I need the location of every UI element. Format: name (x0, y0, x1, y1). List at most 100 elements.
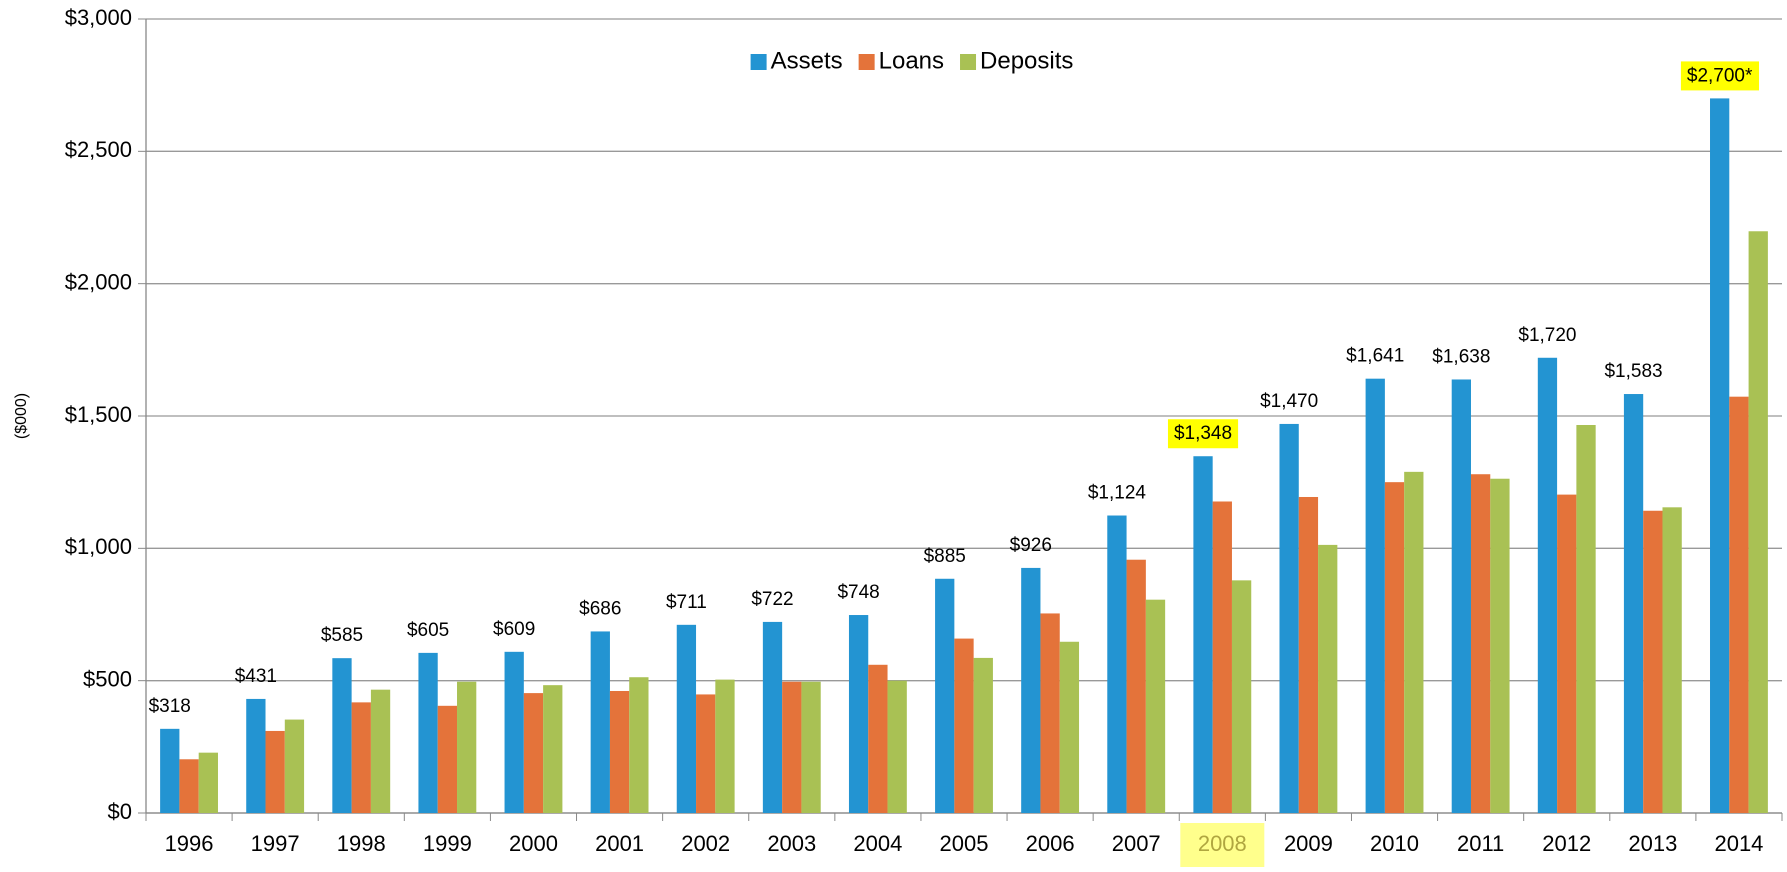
bar (1662, 507, 1682, 813)
bar (1126, 559, 1146, 813)
value-label: $926 (1010, 535, 1052, 556)
x-tick-label: 1997 (251, 831, 300, 856)
y-tick-label: $1,500 (65, 402, 132, 427)
y-tick-label: $2,000 (65, 269, 132, 294)
bar (160, 728, 180, 813)
bar (1643, 510, 1663, 813)
x-tick-label: 1996 (165, 831, 214, 856)
x-tick-label: 2010 (1370, 831, 1419, 856)
bar (609, 690, 630, 813)
bar (935, 578, 955, 813)
x-tick-label: 2007 (1112, 831, 1161, 856)
value-label-highlight (1680, 61, 1760, 91)
bar (715, 679, 735, 813)
value-label: $748 (837, 582, 879, 603)
value-label: $1,638 (1432, 346, 1490, 367)
x-tick-label: 2014 (1714, 831, 1763, 856)
legend-label: Deposits (980, 47, 1073, 74)
bar (1231, 580, 1252, 813)
y-tick-label: $2,500 (65, 137, 132, 162)
value-label: $1,583 (1604, 361, 1662, 382)
bar (629, 677, 649, 813)
bar (1212, 501, 1232, 813)
category-highlight (1180, 823, 1265, 867)
value-label: $431 (235, 666, 277, 687)
value-label: $722 (751, 589, 793, 610)
x-tick-label: 2013 (1628, 831, 1677, 856)
legend-label: Assets (771, 47, 843, 74)
x-tick-label: 2005 (940, 831, 989, 856)
value-label: $609 (493, 619, 535, 640)
bar (1623, 394, 1644, 813)
bar (1729, 396, 1749, 813)
bar (762, 621, 783, 813)
bar (1451, 379, 1471, 813)
bar (179, 759, 199, 813)
bar (1021, 567, 1041, 813)
y-axis-label: ($000) (13, 393, 30, 439)
value-label: $686 (579, 598, 621, 619)
value-label: $711 (666, 592, 707, 613)
x-tick-label: 2000 (509, 831, 558, 856)
y-tick-label: $0 (108, 799, 132, 824)
legend-swatch (960, 54, 977, 70)
bar (696, 694, 716, 813)
bar (523, 693, 544, 813)
bar (1040, 613, 1060, 813)
bar (543, 685, 563, 813)
y-tick-label: $3,000 (65, 5, 132, 30)
bar (437, 705, 458, 813)
bar (1107, 515, 1127, 813)
bar (1576, 424, 1596, 813)
legend: Assets Loans Deposits (750, 47, 1073, 74)
bar (1365, 378, 1385, 813)
bar (887, 680, 907, 813)
value-label: $318 (149, 696, 191, 717)
x-tick-label: 2001 (595, 831, 644, 856)
legend-swatch (750, 54, 767, 70)
bar (1059, 641, 1080, 813)
bar (332, 658, 352, 813)
bar (1279, 423, 1299, 813)
bar (284, 719, 305, 813)
bar (801, 681, 821, 813)
value-label: $885 (924, 546, 966, 567)
bar (1748, 231, 1768, 813)
bar (1145, 599, 1166, 813)
legend-label: Loans (879, 47, 944, 74)
bar (1298, 496, 1319, 813)
bar (351, 702, 371, 813)
bar (265, 730, 285, 813)
x-tick-label: 2009 (1284, 831, 1333, 856)
bar (954, 638, 974, 813)
bar (504, 651, 524, 813)
y-tick-label: $1,000 (65, 534, 132, 559)
bar (973, 657, 993, 813)
bar (457, 681, 477, 813)
y-tick-label: $500 (83, 666, 132, 691)
x-tick-label: 2012 (1542, 831, 1591, 856)
bar (1404, 471, 1424, 813)
value-label: $1,470 (1260, 391, 1318, 412)
legend-swatch (858, 54, 875, 70)
bar (590, 631, 610, 813)
bar (1537, 357, 1558, 813)
x-tick-label: 2011 (1457, 831, 1504, 856)
bar (676, 624, 697, 813)
bar (782, 681, 802, 813)
value-label: $1,641 (1346, 346, 1404, 367)
bar (1384, 482, 1405, 813)
value-label: $1,348 (1174, 423, 1232, 444)
value-label: $1,124 (1088, 483, 1147, 504)
x-tick-label: 2008 (1198, 831, 1247, 856)
bar (1193, 456, 1213, 813)
x-tick-label: 2002 (681, 831, 730, 856)
x-tick-label: 2006 (1026, 831, 1075, 856)
bar (418, 652, 438, 813)
value-label: $585 (321, 625, 363, 646)
bar (1470, 474, 1491, 813)
bar (1318, 544, 1338, 813)
value-label: $1,720 (1518, 325, 1576, 346)
x-tick-label: 2003 (767, 831, 816, 856)
